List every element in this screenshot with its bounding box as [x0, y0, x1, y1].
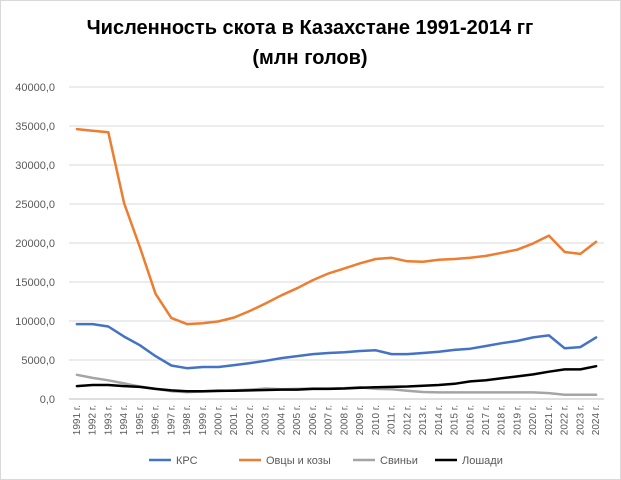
x-tick-label: 2023 г.	[575, 405, 586, 435]
x-tick-label: 2020 г.	[528, 405, 539, 435]
x-axis-ticks: 1991 г. 1992 г. 1993 г. 1994 г. 1995 г. 1996 …	[72, 405, 602, 435]
x-tick-label: 2015 г.	[450, 405, 461, 435]
chart-title: Численность скота в Казахстане 1991-2014…	[87, 17, 534, 39]
legend-label: Овцы и козы	[266, 455, 331, 467]
x-tick-label: 2006 г.	[308, 405, 319, 435]
x-tick-label: 1999 г.	[198, 405, 209, 435]
x-tick-label: 2021 г.	[544, 405, 555, 435]
legend-label: Лошади	[462, 455, 503, 467]
legend-label: КРС	[176, 455, 198, 467]
x-tick-label: 2024 г.	[591, 405, 602, 435]
x-tick-label: 2002 г.	[245, 405, 256, 435]
x-tick-label: 2007 г.	[324, 405, 335, 435]
x-tick-label: 2001 г.	[229, 405, 240, 435]
x-tick-label: 2000 г.	[213, 405, 224, 435]
x-tick-label: 2013 г.	[418, 405, 429, 435]
x-tick-label: 2004 г.	[276, 405, 287, 435]
series-line-2	[75, 127, 598, 326]
x-tick-label: 1995 г.	[135, 405, 146, 435]
y-tick-label: 30000,0	[15, 160, 55, 172]
series-line-1	[75, 322, 598, 370]
x-tick-label: 2011 г.	[387, 405, 398, 435]
x-tick-label: 2019 г.	[512, 405, 523, 435]
x-tick-label: 1998 г.	[182, 405, 193, 435]
x-tick-label: 2017 г.	[481, 405, 492, 435]
x-tick-label: 2003 г.	[261, 405, 272, 435]
x-tick-label: 1993 г.	[103, 405, 114, 435]
x-tick-label: 1992 г.	[88, 405, 99, 435]
y-tick-label: 5000,0	[21, 355, 55, 367]
x-tick-label: 1996 г.	[151, 405, 162, 435]
x-tick-label: 2014 г.	[434, 405, 445, 435]
y-tick-label: 20000,0	[15, 238, 55, 250]
x-tick-label: 2016 г.	[465, 405, 476, 435]
x-tick-label: 2010 г.	[371, 405, 382, 435]
legend: КРС Овцы и козы Свиньи Лошади	[149, 455, 503, 467]
y-tick-label: 10000,0	[15, 316, 55, 328]
series-line-4	[75, 364, 598, 393]
y-tick-label: 0,0	[40, 394, 55, 406]
x-tick-label: 2009 г.	[355, 405, 366, 435]
series-line-3	[75, 373, 598, 396]
chart-subtitle: (млн голов)	[252, 47, 367, 69]
x-tick-label: 2008 г.	[339, 405, 350, 435]
y-tick-label: 15000,0	[15, 277, 55, 289]
y-tick-label: 35000,0	[15, 121, 55, 133]
x-tick-label: 2005 г.	[292, 405, 303, 435]
y-axis-ticks: 0,0 5000,0 10000,0 15000,0 20000,0 25000,0 300…	[15, 82, 55, 406]
series-lines	[75, 127, 598, 396]
x-tick-label: 1991 г.	[72, 405, 83, 435]
y-tick-label: 40000,0	[15, 82, 55, 94]
x-tick-label: 1997 г.	[166, 405, 177, 435]
y-tick-label: 25000,0	[15, 199, 55, 211]
x-tick-label: 2022 г.	[560, 405, 571, 435]
legend-label: Свиньи	[380, 455, 418, 467]
x-tick-label: 1994 г.	[119, 405, 130, 435]
x-tick-label: 2012 г.	[402, 405, 413, 435]
x-tick-label: 2018 г.	[497, 405, 508, 435]
gridlines	[69, 86, 604, 400]
